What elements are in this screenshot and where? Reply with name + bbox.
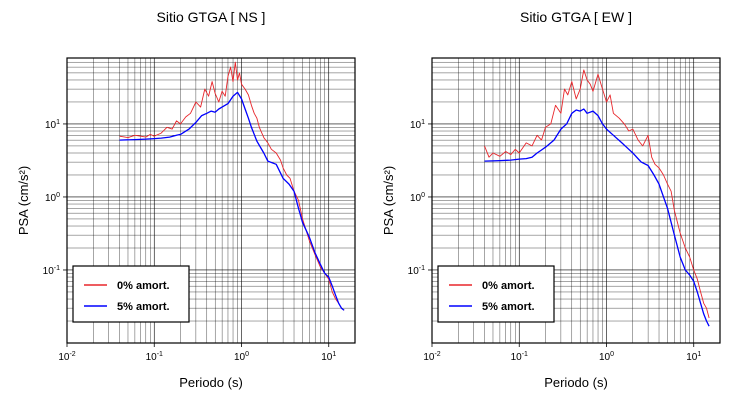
plot-frame (66, 57, 356, 344)
chart-title: Sitio GTGA [ EW ] (520, 9, 632, 25)
chart-panel-ns: 10-2 10-1 100 101 10-1 100 101 Sitio GTGA [ NS … (16, 9, 356, 390)
x-tick-label: 100 (234, 351, 249, 363)
x-tick-label: 100 (599, 351, 614, 363)
grid (66, 57, 356, 344)
plot-frame (431, 57, 721, 344)
chart-title: Sitio GTGA [ NS ] (157, 9, 266, 25)
x-tick-label: 101 (321, 351, 336, 363)
x-tick-label: 10-1 (511, 351, 528, 363)
legend: 0% amort. 5% amort. (72, 265, 190, 323)
series-line-blue (119, 91, 345, 311)
grid (431, 57, 721, 344)
y-tick-label: 10-1 (408, 265, 425, 277)
x-axis-label: Periodo (s) (179, 375, 243, 390)
legend: 0% amort. 5% amort. (437, 265, 555, 323)
x-tick-label: 10-1 (146, 351, 163, 363)
x-tick-label: 10-2 (58, 351, 75, 363)
x-tick-label: 10-2 (423, 351, 440, 363)
series-line-red (119, 61, 345, 311)
chart-panel-ew: 10-2 10-1 100 101 10-1 100 101 Sitio GTGA [ EW … (381, 9, 721, 390)
y-tick-label: 101 (45, 119, 60, 131)
x-tick-label: 101 (686, 351, 701, 363)
y-tick-label: 10-1 (43, 265, 60, 277)
series-line-red (484, 69, 710, 319)
series-line-blue (484, 108, 710, 327)
legend-label: 0% amort. (117, 280, 170, 292)
y-tick-label: 100 (410, 192, 425, 204)
legend-label: 5% amort. (482, 301, 535, 313)
legend-box (437, 265, 555, 323)
y-axis-label: PSA (cm/s²) (381, 166, 396, 235)
y-tick-label: 100 (45, 192, 60, 204)
legend-box (72, 265, 190, 323)
x-axis-label: Periodo (s) (544, 375, 608, 390)
legend-label: 0% amort. (482, 280, 535, 292)
legend-label: 5% amort. (117, 301, 170, 313)
y-tick-label: 101 (410, 119, 425, 131)
y-axis-label: PSA (cm/s²) (16, 166, 31, 235)
